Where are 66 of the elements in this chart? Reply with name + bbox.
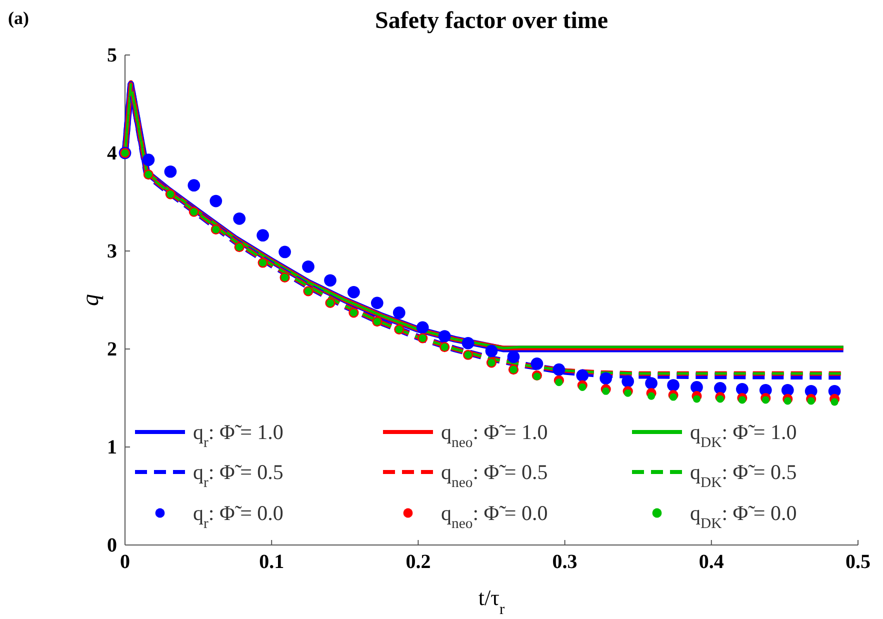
point bbox=[624, 389, 632, 397]
legend-label: q$_{r}$: Φ̃ = 0.0 bbox=[193, 501, 284, 532]
point bbox=[210, 194, 222, 208]
point bbox=[667, 379, 680, 392]
point bbox=[645, 377, 658, 390]
point bbox=[738, 396, 746, 404]
point bbox=[462, 336, 474, 350]
point bbox=[762, 396, 770, 404]
point bbox=[530, 358, 544, 370]
point bbox=[807, 397, 815, 405]
y-tick-label: 4 bbox=[107, 142, 117, 164]
point bbox=[256, 229, 269, 242]
legend-label: q$_{neo}$: Φ̃ = 1.0 bbox=[441, 420, 548, 451]
point bbox=[781, 384, 794, 396]
legend-label: q$_{neo}$: Φ̃ = 0.5 bbox=[441, 460, 548, 491]
legend-label: q$_{neo}$: Φ̃ = 0.0 bbox=[441, 501, 548, 532]
point bbox=[485, 344, 498, 358]
x-tick-label: 0.5 bbox=[846, 551, 870, 574]
x-tick-label: 0.3 bbox=[552, 551, 578, 574]
point bbox=[188, 179, 200, 192]
y-tick-label: 1 bbox=[107, 436, 117, 458]
point bbox=[602, 387, 610, 395]
point bbox=[784, 397, 792, 405]
legend-label: q$_{DK}$: Φ̃ = 1.0 bbox=[690, 420, 797, 451]
point bbox=[622, 375, 634, 388]
y-tick-label: 3 bbox=[107, 240, 117, 262]
point bbox=[648, 392, 656, 400]
point bbox=[324, 274, 336, 287]
point bbox=[714, 382, 726, 394]
legend-label: q$_{r}$: Φ̃ = 1.0 bbox=[193, 420, 284, 451]
point bbox=[533, 372, 541, 380]
point bbox=[348, 286, 360, 298]
chart-title: Safety factor over time bbox=[374, 8, 608, 34]
x-axis-title: t/τ$_{r}$ bbox=[478, 585, 505, 618]
y-tick-label: 5 bbox=[107, 44, 117, 66]
point bbox=[576, 369, 589, 382]
x-tick-label: 0.2 bbox=[406, 551, 431, 574]
y-axis-title: q bbox=[78, 294, 104, 306]
point bbox=[552, 363, 566, 376]
text: (a) bbox=[8, 8, 29, 28]
y-tick-label: 0 bbox=[107, 534, 117, 556]
point bbox=[438, 330, 451, 342]
point bbox=[555, 378, 563, 386]
point bbox=[830, 398, 838, 406]
y-tick-label: 2 bbox=[107, 338, 117, 360]
point bbox=[670, 393, 678, 401]
point bbox=[278, 246, 291, 258]
point bbox=[142, 154, 155, 166]
legend-label: q$_{DK}$: Φ̃ = 0.5 bbox=[690, 460, 797, 491]
point bbox=[507, 350, 520, 364]
point bbox=[233, 212, 246, 225]
x-tick-label: 0.4 bbox=[698, 551, 724, 574]
point bbox=[716, 395, 724, 403]
point bbox=[690, 381, 703, 394]
x-tick-label: 0.1 bbox=[259, 551, 284, 574]
legend-label: q$_{r}$: Φ̃ = 0.5 bbox=[193, 460, 284, 491]
point bbox=[164, 165, 177, 178]
point bbox=[370, 296, 384, 310]
point bbox=[302, 260, 314, 273]
point bbox=[392, 306, 406, 319]
point bbox=[600, 372, 612, 385]
point bbox=[736, 383, 748, 396]
point bbox=[578, 383, 586, 391]
point bbox=[692, 395, 701, 403]
legend-label: q$_{DK}$: Φ̃ = 0.0 bbox=[690, 501, 797, 532]
point bbox=[416, 321, 429, 334]
